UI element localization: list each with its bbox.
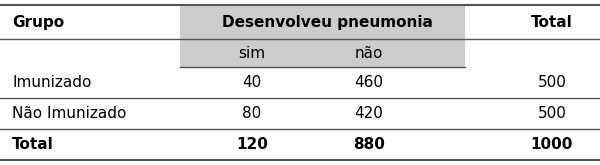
Text: Total: Total (531, 15, 573, 30)
Text: não: não (355, 46, 383, 61)
Text: Total: Total (12, 137, 54, 152)
Text: Imunizado: Imunizado (12, 75, 91, 90)
Text: 500: 500 (538, 75, 566, 90)
Text: 500: 500 (538, 106, 566, 121)
Text: sim: sim (238, 46, 266, 61)
Bar (180, 5, 465, 67)
Text: 880: 880 (353, 137, 385, 152)
Text: Grupo: Grupo (12, 15, 64, 30)
Text: 120: 120 (236, 137, 268, 152)
Text: 1000: 1000 (531, 137, 573, 152)
Text: Desenvolveu pneumonia: Desenvolveu pneumonia (221, 15, 433, 30)
Text: 420: 420 (355, 106, 383, 121)
Text: 460: 460 (355, 75, 383, 90)
Text: 80: 80 (242, 106, 262, 121)
Text: Não Imunizado: Não Imunizado (12, 106, 127, 121)
Text: 40: 40 (242, 75, 262, 90)
